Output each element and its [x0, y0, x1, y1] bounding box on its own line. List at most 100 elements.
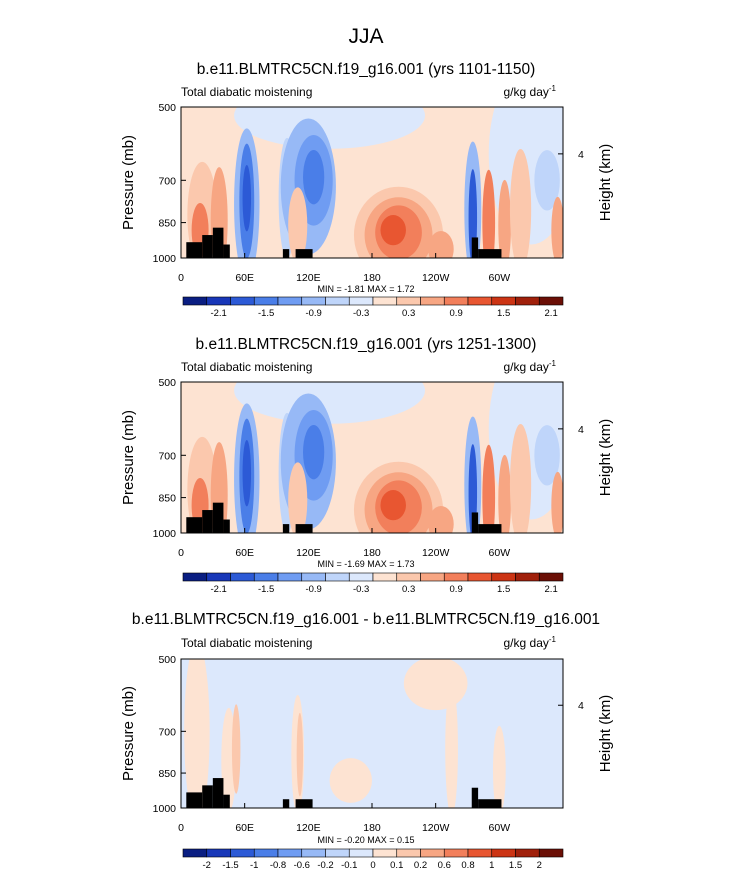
- field-contour: [551, 196, 563, 258]
- y-tick-label: 1000: [153, 253, 177, 265]
- right-axis-title: Height (km): [597, 144, 614, 222]
- x-tick-label: 60E: [235, 822, 254, 834]
- y-axis-title: Pressure (mb): [120, 135, 137, 230]
- field-contour: [428, 505, 454, 533]
- colorbar-label: 1.5: [497, 308, 510, 319]
- colorbar-swatch: [277, 848, 303, 858]
- field-contour: [380, 490, 406, 521]
- colorbar-swatch: [230, 572, 255, 582]
- colorbar-swatch: [420, 572, 445, 582]
- topography-bar: [223, 244, 230, 258]
- colorbar-swatch: [396, 572, 421, 582]
- field-contour: [488, 659, 563, 808]
- colorbar-label: -1.5: [222, 860, 238, 871]
- colorbar-swatch: [538, 296, 564, 306]
- x-tick-label: 0: [178, 822, 184, 834]
- field-contour: [509, 424, 532, 533]
- colorbar-swatch: [443, 572, 469, 582]
- colorbar-swatch: [182, 572, 208, 582]
- y-tick-label: 1000: [153, 528, 177, 540]
- topography-bar: [223, 519, 230, 533]
- topography-bar: [282, 524, 290, 533]
- field-contour: [329, 758, 372, 803]
- y-axis-title: Pressure (mb): [120, 410, 137, 505]
- topography-bar: [186, 517, 203, 533]
- colorbar-label: 0.3: [402, 308, 415, 319]
- colorbar-swatch: [325, 848, 350, 858]
- colorbar-swatch: [538, 572, 564, 582]
- colorbar-label: 0: [370, 860, 375, 871]
- colorbar-swatch: [206, 848, 231, 858]
- topography-bar: [202, 235, 213, 258]
- stats-label: MIN = -1.69 MAX = 1.73: [317, 559, 414, 569]
- x-tick-label: 180: [363, 547, 381, 559]
- colorbar-swatch: [230, 848, 255, 858]
- colorbar-label: 0.2: [414, 860, 427, 871]
- chart-panel: b.e11.BLMTRC5CN.f19_g16.001 - b.e11.BLMT…: [120, 611, 614, 871]
- colorbar-swatch: [515, 848, 540, 858]
- colorbar-swatch: [420, 848, 445, 858]
- field-contour: [234, 382, 426, 424]
- field-contour: [498, 179, 512, 258]
- colorbar-label: 2.1: [545, 584, 558, 595]
- topography-bar: [212, 778, 224, 808]
- chart-units-text: g/kg day: [504, 85, 549, 99]
- colorbar-swatch: [182, 848, 208, 858]
- colorbar-label: -0.8: [270, 860, 286, 871]
- y-tick-label: 500: [158, 377, 176, 389]
- colorbar-swatch: [467, 848, 493, 858]
- colorbar-swatch: [491, 296, 516, 306]
- colorbar-swatch: [372, 848, 398, 858]
- chart-units: g/kg day-1: [504, 359, 557, 374]
- colorbar-label: -1.5: [258, 308, 274, 319]
- colorbar-label: -0.6: [294, 860, 310, 871]
- colorbar-label: -0.3: [353, 308, 369, 319]
- field-contour: [234, 659, 319, 808]
- colorbar-label: 0.3: [402, 584, 415, 595]
- colorbar-swatch: [277, 296, 303, 306]
- field-contour: [468, 169, 478, 258]
- topography-bar: [282, 799, 290, 808]
- colorbar-swatch: [253, 296, 279, 306]
- chart-units: g/kg day-1: [504, 635, 557, 650]
- colorbar-label: 0.8: [461, 860, 474, 871]
- y-tick-label: 700: [158, 726, 176, 738]
- x-tick-label: 120W: [422, 822, 450, 834]
- topography-bar: [223, 794, 230, 808]
- chart-title: b.e11.BLMTRC5CN.f19_g16.001 (yrs 1101-11…: [197, 61, 536, 78]
- chart-title: b.e11.BLMTRC5CN.f19_g16.001 - b.e11.BLMT…: [132, 611, 600, 628]
- colorbar-swatch: [325, 296, 350, 306]
- right-axis-title: Height (km): [597, 695, 614, 773]
- colorbar-label: 1: [489, 860, 494, 871]
- topography-bar: [212, 502, 224, 533]
- x-tick-label: 60W: [489, 272, 511, 284]
- field-contour: [482, 169, 496, 258]
- x-tick-label: 60E: [235, 272, 254, 284]
- field-contour: [445, 681, 458, 808]
- field-contour: [184, 659, 210, 808]
- field-contour: [242, 164, 252, 232]
- colorbar-swatch: [443, 848, 469, 858]
- y-tick-label: 700: [158, 175, 176, 187]
- field-contour: [534, 425, 560, 486]
- colorbar-swatch: [538, 848, 564, 858]
- topography-bar: [471, 787, 479, 808]
- chart-panel: b.e11.BLMTRC5CN.f19_g16.001 (yrs 1101-11…: [120, 61, 614, 319]
- field-contour: [498, 454, 512, 533]
- field-contour: [303, 424, 325, 480]
- colorbar-swatch: [372, 572, 398, 582]
- colorbar-swatch: [491, 848, 516, 858]
- colorbar-swatch: [206, 296, 231, 306]
- stats-label: MIN = -0.20 MAX = 0.15: [317, 835, 414, 845]
- x-tick-label: 180: [363, 822, 381, 834]
- topography-bar: [295, 799, 313, 808]
- topography-bar: [295, 524, 313, 533]
- y-tick-label: 850: [158, 218, 176, 230]
- y-tick-label: 850: [158, 768, 176, 780]
- colorbar-swatch: [325, 572, 350, 582]
- colorbar-label: -2.1: [210, 584, 226, 595]
- colorbar-swatch: [515, 572, 540, 582]
- chart-units-exponent: -1: [549, 635, 557, 644]
